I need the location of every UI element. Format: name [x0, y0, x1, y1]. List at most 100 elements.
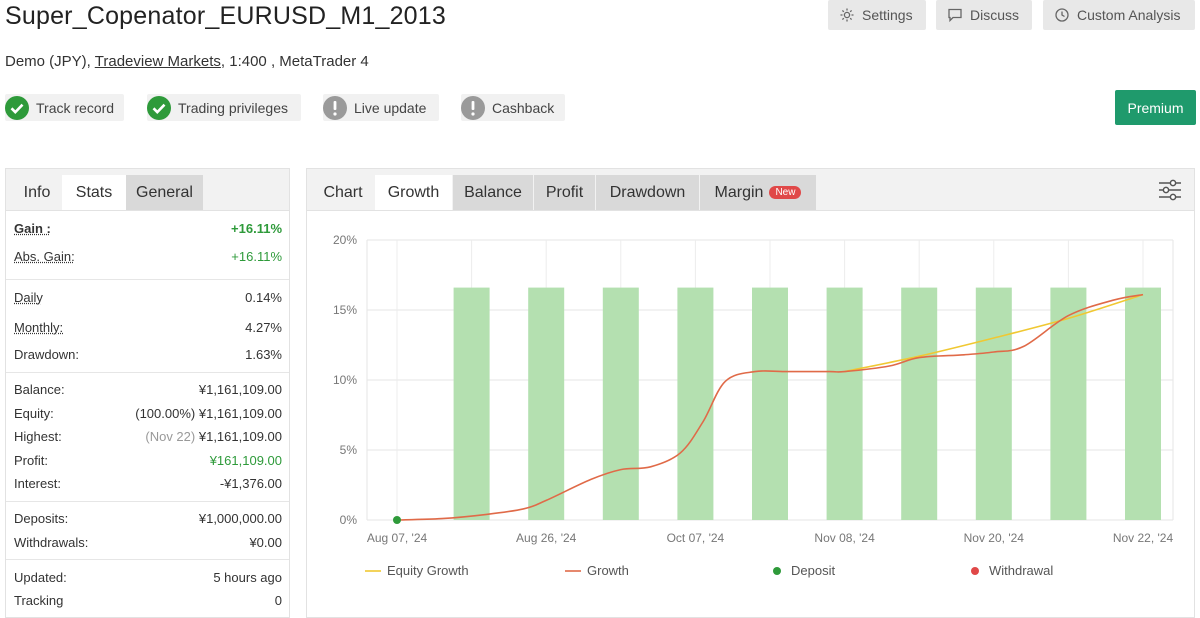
stat-value: 5 hours ago [213, 570, 282, 585]
divider [6, 559, 289, 560]
gear-icon [840, 8, 854, 22]
stat-equity: Equity: (100.00%) ¥1,161,109.00 [14, 406, 282, 421]
chart-bar [1050, 287, 1087, 520]
stat-label: Drawdown: [14, 347, 80, 362]
custom-analysis-button[interactable]: Custom Analysis [1043, 0, 1195, 30]
chart-settings-icon[interactable] [1158, 179, 1182, 201]
divider [6, 372, 289, 373]
highest-date: (Nov 22) [145, 429, 196, 444]
tab-drawdown[interactable]: Drawdown [596, 175, 699, 210]
chart-bar [752, 287, 788, 520]
chart-panel: Chart Growth Balance Profit Drawdown Mar… [306, 168, 1195, 618]
chart-bar [453, 287, 490, 520]
stat-drawdown: Drawdown: 1.63% [14, 347, 282, 362]
badge-trading-privileges[interactable]: Trading privileges [147, 94, 301, 121]
stats-tabs: Info Stats General [6, 169, 289, 211]
y-tick-label: 15% [333, 303, 357, 317]
x-tick-label: Nov 20, '24 [964, 531, 1025, 545]
y-tick-label: 0% [340, 513, 358, 527]
chat-icon [948, 8, 962, 23]
check-circle-icon [5, 95, 29, 120]
settings-button[interactable]: Settings [828, 0, 926, 30]
stat-label: Profit: [14, 453, 48, 468]
stat-gain: Gain : +16.11% [14, 221, 282, 236]
broker-link[interactable]: Tradeview Markets [94, 53, 221, 70]
chart-bar [901, 287, 938, 520]
discuss-label: Discuss [970, 7, 1020, 23]
page-title: Super_Copenator_EURUSD_M1_2013 [5, 2, 446, 30]
badge-label: Live update [354, 99, 427, 116]
stat-value: 0 [274, 593, 282, 608]
badge-track-record[interactable]: Track record [5, 94, 124, 121]
tab-general[interactable]: General [126, 175, 203, 210]
stat-profit: Profit: ¥161,109.00 [14, 453, 282, 468]
x-tick-label: Oct 07, '24 [667, 531, 725, 545]
stat-label: Monthly: [14, 320, 64, 335]
tab-balance[interactable]: Balance [453, 175, 533, 210]
equity-growth-line [844, 293, 1144, 373]
tab-growth[interactable]: Growth [375, 175, 452, 210]
chart-bar [602, 287, 639, 520]
stat-monthly: Monthly: 4.27% [14, 320, 282, 335]
tab-margin[interactable]: Margin New [700, 175, 816, 210]
tab-info[interactable]: Info [23, 183, 51, 201]
stat-label: Updated: [14, 570, 67, 585]
alert-circle-icon [323, 95, 347, 120]
stat-value: 0.14% [245, 290, 282, 305]
x-tick-label: Nov 22, '24 [1113, 531, 1174, 545]
legend-label: Equity Growth [387, 563, 469, 578]
legend-label: Deposit [791, 563, 835, 578]
stat-value: +16.11% [231, 221, 282, 236]
discuss-button[interactable]: Discuss [936, 0, 1032, 30]
chart-bar [975, 287, 1012, 520]
account-type: Demo (JPY), [5, 53, 95, 70]
deposit-point [393, 516, 401, 524]
stat-label: Daily [14, 290, 43, 305]
stat-tracking: Tracking 0 [14, 593, 282, 608]
stat-label: Deposits: [14, 511, 69, 526]
stat-highest: Highest: (Nov 22) ¥1,161,109.00 [14, 429, 282, 444]
chart-tabs: Chart Growth Balance Profit Drawdown Mar… [307, 169, 1194, 211]
stat-label: Highest: [14, 429, 62, 444]
stat-value: 1.63% [245, 347, 282, 362]
legend-item: Equity Growth [365, 563, 469, 578]
growth-line [396, 293, 1144, 521]
tab-margin-label: Margin [714, 183, 764, 201]
growth-chart: 20% 15% 10% 5% 0% Aug 07, '24 Aug 26, '24 Oct 0… [333, 233, 1174, 578]
x-tick-label: Nov 08, '24 [814, 531, 875, 545]
x-tick-label: Aug 26, '24 [516, 531, 577, 545]
x-tick-label: Aug 07, '24 [367, 531, 428, 545]
legend-swatch [773, 567, 781, 575]
badge-cashback[interactable]: Cashback [461, 94, 565, 121]
tab-profit[interactable]: Profit [534, 175, 595, 210]
chart-bar [528, 287, 565, 520]
legend-item: Growth [565, 563, 629, 578]
custom-analysis-label: Custom Analysis [1077, 7, 1181, 23]
legend-label: Growth [587, 563, 629, 578]
account-details: , 1:400 , MetaTrader 4 [220, 53, 369, 70]
stat-withdrawals: Withdrawals: ¥0.00 [14, 535, 282, 550]
stat-label: Interest: [14, 476, 61, 491]
premium-button[interactable]: Premium [1115, 90, 1196, 125]
badge-label: Trading privileges [178, 99, 288, 116]
y-tick-label: 20% [333, 233, 357, 247]
stat-label: Balance: [14, 382, 65, 397]
stat-value: 4.27% [245, 320, 282, 335]
stat-deposits: Deposits: ¥1,000,000.00 [14, 511, 282, 526]
stat-label: Withdrawals: [14, 535, 89, 550]
stat-label: Gain : [14, 221, 51, 236]
stat-balance: Balance: ¥1,161,109.00 [14, 382, 282, 397]
divider [6, 501, 289, 502]
badge-live-update[interactable]: Live update [323, 94, 439, 121]
y-tick-label: 5% [340, 443, 358, 457]
tab-stats[interactable]: Stats [62, 175, 126, 210]
stat-abs-gain: Abs. Gain: +16.11% [14, 249, 282, 264]
stat-label: Tracking [14, 593, 64, 608]
stat-value: ¥1,161,109.00 [198, 429, 282, 444]
stat-interest: Interest: -¥1,376.00 [14, 476, 282, 491]
stat-updated: Updated: 5 hours ago [14, 570, 282, 585]
alert-circle-icon [461, 95, 485, 120]
new-badge: New [769, 186, 802, 199]
tab-chart[interactable]: Chart [323, 183, 363, 201]
stat-value: +16.11% [231, 249, 282, 264]
